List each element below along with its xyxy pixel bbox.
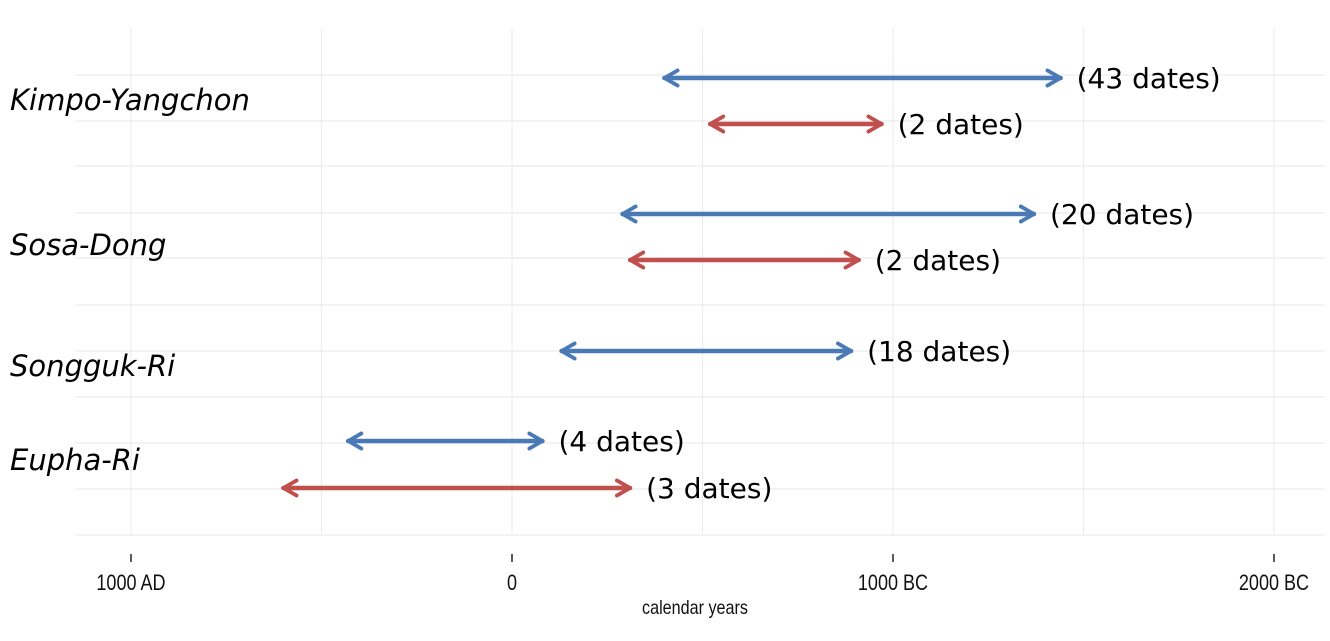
range-count-label: (2 dates): [898, 108, 1024, 141]
grid: [75, 28, 1325, 536]
site-label: Eupha-Ri: [10, 443, 140, 477]
x-tick-label: 0: [507, 571, 517, 595]
x-axis-title: calendar years: [642, 597, 748, 619]
site-label: Sosa-Dong: [10, 228, 166, 262]
range-count-label: (18 dates): [867, 335, 1011, 368]
range-count-label: (4 dates): [558, 425, 684, 458]
site-ranges: Kimpo-Yangchon(43 dates)(2 dates)Sosa-Do…: [10, 62, 1221, 505]
site-group: Eupha-Ri (4 dates) (3 dates): [10, 425, 772, 505]
site-group: Kimpo-Yangchon (43 dates) (2 dates): [10, 62, 1221, 141]
x-tick-label: 2000 BC: [1239, 571, 1309, 595]
site-label: Kimpo-Yangchon: [10, 83, 250, 117]
range-count-label: (43 dates): [1077, 62, 1221, 95]
x-tick-label: 1000 AD: [96, 571, 165, 595]
range-count-label: (2 dates): [875, 244, 1001, 277]
x-tick-label: 1000 BC: [858, 571, 928, 595]
x-axis: 1000 AD 0 1000 BC 2000 BC: [96, 554, 1309, 595]
range-count-label: (3 dates): [646, 472, 772, 505]
site-label: Songguk-Ri: [10, 349, 175, 383]
site-group: Songguk-Ri (18 dates): [10, 335, 1011, 383]
site-group: Sosa-Dong (20 dates) (2 dates): [10, 198, 1194, 277]
range-count-label: (20 dates): [1050, 198, 1194, 231]
